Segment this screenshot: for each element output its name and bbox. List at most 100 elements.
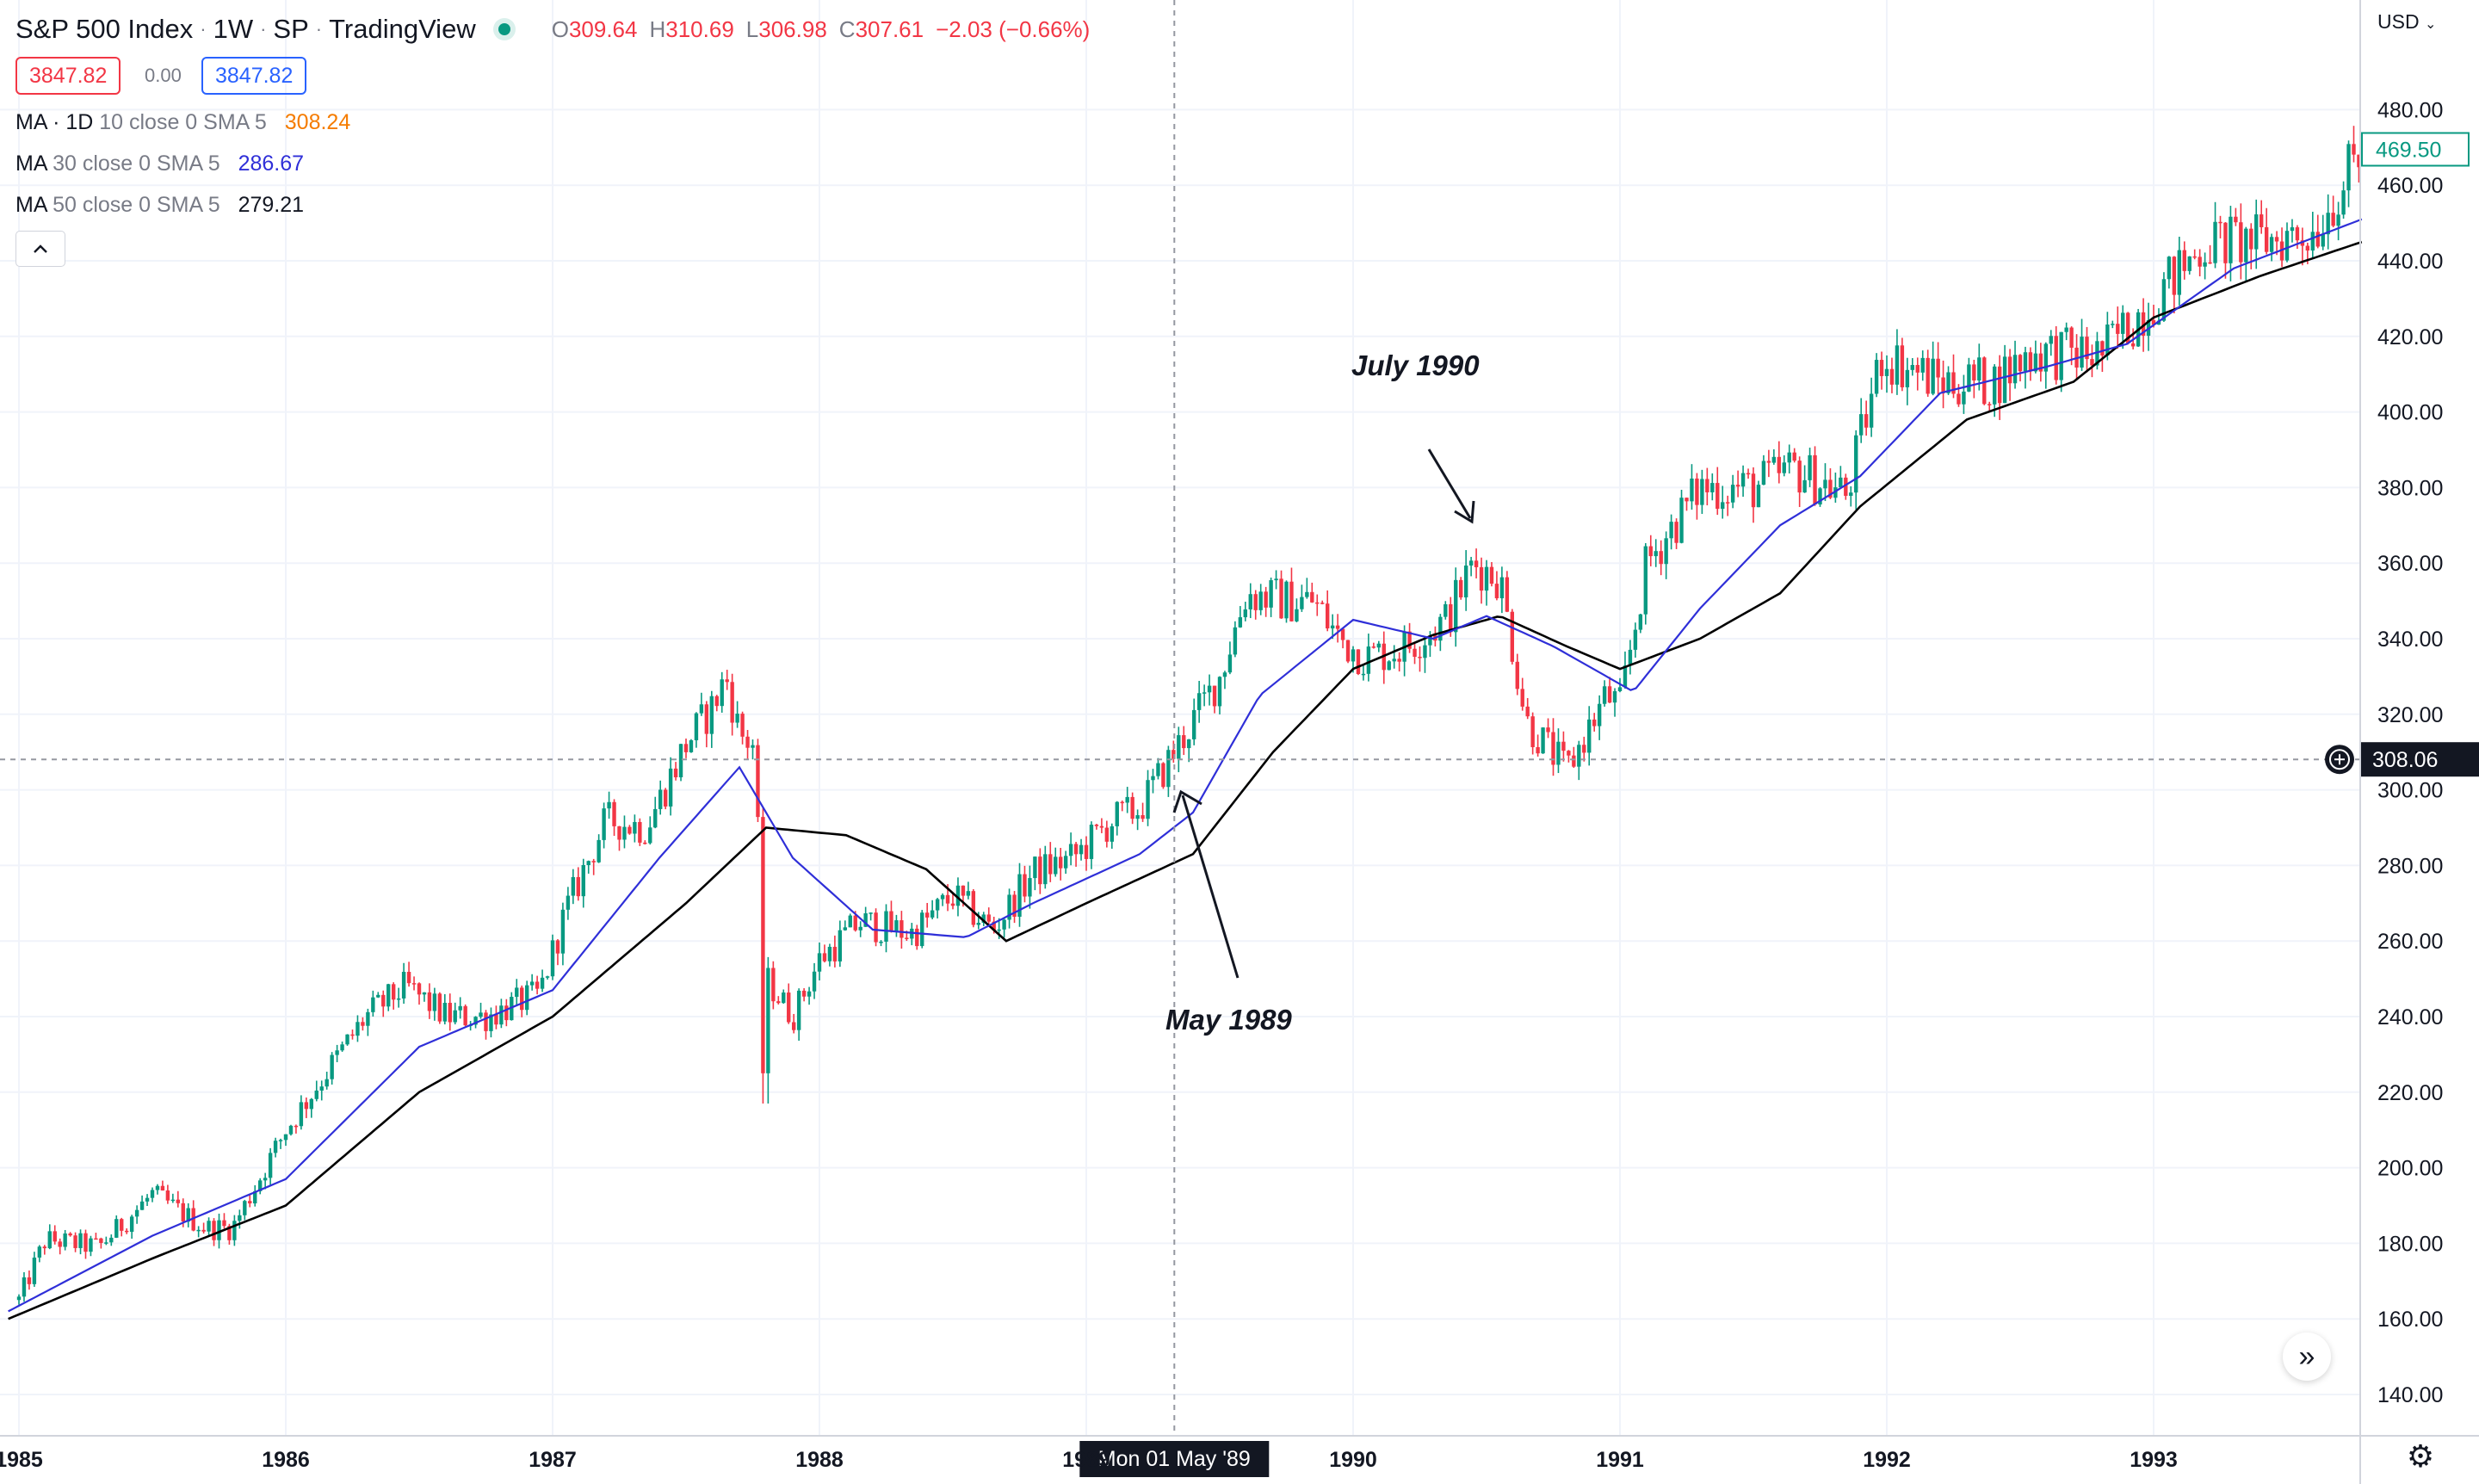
candle-body bbox=[673, 768, 678, 778]
chevron-up-icon bbox=[34, 244, 47, 253]
candle-body bbox=[217, 1220, 221, 1240]
candle-body bbox=[720, 679, 724, 707]
candle-body bbox=[950, 903, 955, 906]
candle-body bbox=[704, 704, 709, 734]
candle-body bbox=[1858, 414, 1864, 436]
candle-body bbox=[1418, 656, 1422, 659]
chart-settings-button[interactable]: ⚙ bbox=[2402, 1438, 2439, 1475]
candle-body bbox=[566, 895, 571, 910]
candle-body bbox=[2043, 343, 2049, 372]
candle-body bbox=[1330, 625, 1335, 629]
candle-body bbox=[2229, 216, 2233, 263]
arrow-head bbox=[1172, 789, 1202, 813]
x-tick-label: 1989 bbox=[1062, 1448, 1110, 1472]
candle-body bbox=[2130, 343, 2136, 347]
candle-body bbox=[617, 825, 621, 840]
candle-body bbox=[411, 983, 417, 985]
indicator-ma50[interactable]: MA 50 close 0 SMA 5 279.21 bbox=[15, 193, 304, 218]
candle-body bbox=[1484, 566, 1489, 591]
candle-body bbox=[1084, 844, 1089, 859]
candle-body bbox=[448, 1003, 452, 1023]
candle-body bbox=[273, 1141, 278, 1153]
candle-body bbox=[879, 941, 883, 943]
candle-body bbox=[997, 929, 1001, 931]
candle-body bbox=[638, 821, 642, 843]
double-chevron-right-icon: » bbox=[2298, 1339, 2315, 1373]
candle-body bbox=[2249, 228, 2253, 250]
candle-body bbox=[1212, 685, 1217, 707]
buy-price-button[interactable]: 3847.82 bbox=[201, 57, 307, 95]
candle-body bbox=[1392, 659, 1396, 662]
candle-body bbox=[401, 972, 406, 999]
currency-selector[interactable]: USD ⌄ bbox=[2377, 10, 2436, 34]
symbol-name[interactable]: S&P 500 Index bbox=[15, 14, 194, 44]
candle-body bbox=[992, 921, 996, 931]
candle-body bbox=[1900, 345, 1905, 387]
candle-body bbox=[961, 885, 966, 896]
candle-body bbox=[730, 682, 734, 723]
indicator-ma10[interactable]: MA · 1D 10 close 0 SMA 5 308.24 bbox=[15, 110, 350, 135]
candle-body bbox=[1674, 522, 1678, 543]
candle-body bbox=[1376, 643, 1382, 648]
candle-body bbox=[924, 912, 930, 918]
candle-body bbox=[1146, 780, 1150, 819]
candle-body bbox=[1977, 357, 1981, 380]
y-tick-label: 200.00 bbox=[2377, 1157, 2443, 1181]
candle-body bbox=[1222, 672, 1227, 677]
candle-body bbox=[2069, 327, 2074, 348]
candle-body bbox=[1177, 735, 1181, 759]
candle-body bbox=[330, 1054, 334, 1079]
candle-body bbox=[648, 827, 652, 844]
scroll-to-realtime-button[interactable]: » bbox=[2283, 1333, 2331, 1381]
indicator-ma30[interactable]: MA 30 close 0 SMA 5 286.67 bbox=[15, 151, 304, 176]
candle-body bbox=[124, 1230, 129, 1233]
candle-body bbox=[2310, 232, 2315, 251]
candle-body bbox=[294, 1125, 299, 1128]
candle-body bbox=[145, 1197, 150, 1202]
candle-body bbox=[955, 885, 961, 906]
candle-body bbox=[1345, 640, 1351, 662]
candle-body bbox=[1895, 345, 1900, 385]
candle-body bbox=[2116, 324, 2120, 334]
candle-body bbox=[1397, 659, 1401, 662]
candle-body bbox=[2111, 324, 2115, 325]
ma30-line bbox=[8, 218, 2363, 1313]
candle-body bbox=[42, 1246, 47, 1249]
candle-body bbox=[668, 768, 673, 807]
candle-body bbox=[1967, 364, 1971, 392]
candle-body bbox=[1700, 479, 1704, 505]
candle-body bbox=[350, 1034, 355, 1036]
y-tick-label: 180.00 bbox=[2377, 1232, 2443, 1256]
candle-body bbox=[2234, 216, 2238, 223]
collapse-legend-button[interactable] bbox=[15, 231, 65, 267]
candle-body bbox=[971, 891, 976, 925]
candle-body bbox=[678, 744, 683, 778]
candle-body bbox=[2141, 312, 2146, 337]
candle-body bbox=[129, 1216, 134, 1233]
candle-body bbox=[2090, 359, 2094, 366]
currency-label: USD bbox=[2377, 10, 2420, 33]
plus-circle-ring bbox=[2329, 749, 2350, 770]
candle-body bbox=[1141, 814, 1145, 819]
candle-body bbox=[1310, 591, 1314, 603]
low-value: 306.98 bbox=[758, 15, 827, 42]
candle-body bbox=[2049, 336, 2053, 344]
candle-body bbox=[366, 1011, 370, 1026]
candle-body bbox=[134, 1209, 139, 1217]
candle-body bbox=[1007, 894, 1011, 920]
candle-body bbox=[2028, 352, 2033, 372]
candle-body bbox=[1038, 856, 1042, 885]
sell-price-button[interactable]: 3847.82 bbox=[15, 57, 121, 95]
candle-body bbox=[1551, 732, 1555, 765]
interval[interactable]: 1W bbox=[213, 14, 254, 44]
candle-body bbox=[263, 1178, 268, 1181]
candle-body bbox=[1089, 825, 1094, 859]
candle-body bbox=[1546, 727, 1550, 733]
candle-body bbox=[643, 842, 647, 844]
candle-body bbox=[751, 745, 755, 748]
ohlc-values: O 309.64 H 310.69 L 306.98 C 307.61 −2.03 (−… bbox=[540, 16, 1091, 43]
candle-body bbox=[1135, 814, 1140, 819]
market-status-icon[interactable] bbox=[498, 23, 510, 35]
candle-body bbox=[745, 736, 750, 748]
